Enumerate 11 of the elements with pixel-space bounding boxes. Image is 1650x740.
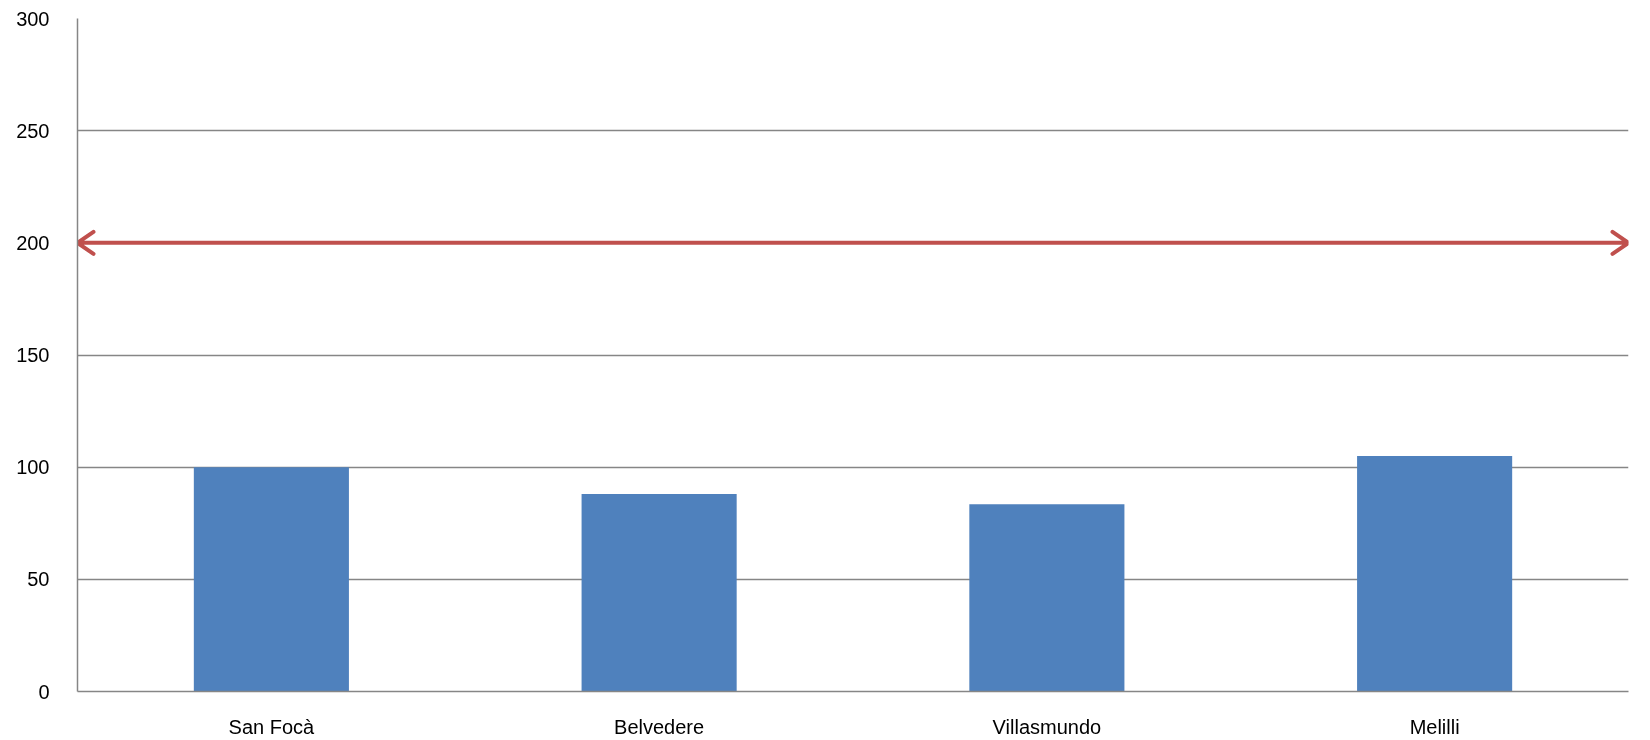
x-tick-label: San Focà	[228, 715, 316, 738]
y-tick-label: 50	[27, 568, 50, 591]
x-tick-label: Villasmundo	[992, 715, 1102, 738]
x-tick-label: Melilli	[1409, 715, 1460, 738]
y-tick-label: 150	[16, 344, 50, 366]
y-tick-label: 300	[16, 7, 50, 30]
y-tick-label: 200	[16, 231, 50, 254]
y-tick-label: 250	[16, 119, 50, 142]
y-tick-label: 100	[16, 456, 50, 479]
y-tick-label: 0	[38, 680, 50, 703]
x-tick-label: Belvedere	[614, 715, 705, 738]
